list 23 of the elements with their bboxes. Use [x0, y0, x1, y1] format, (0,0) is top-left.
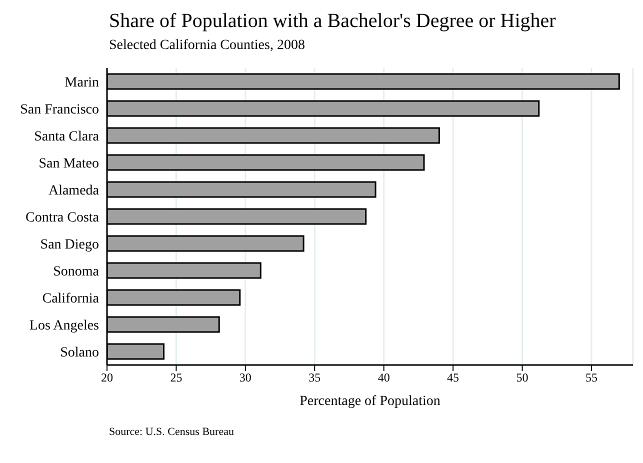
y-tick-label: San Diego	[40, 237, 99, 252]
y-tick-label: Alameda	[48, 183, 100, 198]
x-tick-label: 20	[101, 370, 113, 385]
y-tick-label: Solano	[60, 345, 99, 360]
y-tick-label: San Mateo	[38, 156, 99, 172]
y-tick-label: California	[42, 291, 100, 306]
x-tick-label: 30	[239, 370, 252, 385]
y-tick-label: Contra Costa	[26, 210, 100, 226]
x-tick-label: 35	[308, 370, 321, 385]
x-tick-label: 45	[447, 370, 460, 385]
y-tick-label: Sonoma	[53, 264, 100, 280]
chart-title: Share of Population with a Bachelor's Degree or Higher	[109, 10, 556, 33]
x-axis-title: Percentage of Population	[300, 394, 440, 409]
x-tick-label: 40	[378, 370, 390, 385]
y-tick-label: Marin	[64, 75, 99, 90]
x-tick-label: 50	[516, 370, 528, 385]
x-tick-label: 25	[170, 370, 182, 385]
x-tick-label: 55	[585, 370, 598, 385]
source-note: Source: U.S. Census Bureau	[109, 426, 234, 438]
y-tick-label: Los Angeles	[29, 318, 99, 334]
y-tick-label: Santa Clara	[34, 129, 100, 144]
y-tick-label: San Francisco	[20, 102, 99, 118]
chart-subtitle: Selected California Counties, 2008	[109, 38, 305, 54]
